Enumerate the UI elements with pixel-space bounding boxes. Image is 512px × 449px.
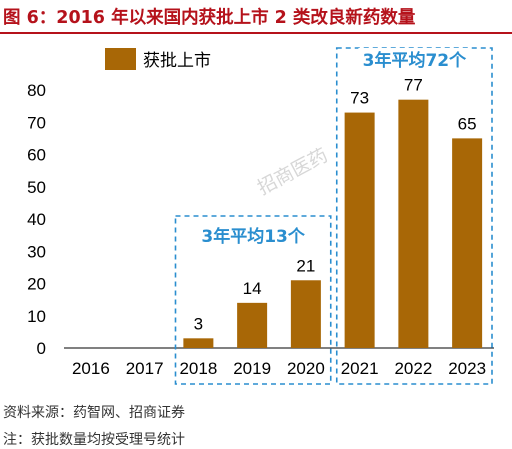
y-tick-label: 50 bbox=[27, 178, 46, 197]
y-tick-label: 10 bbox=[27, 307, 46, 326]
y-tick-label: 40 bbox=[27, 210, 46, 229]
x-tick-label: 2020 bbox=[287, 359, 325, 378]
y-tick-label: 20 bbox=[27, 275, 46, 294]
x-tick-label: 2016 bbox=[72, 359, 110, 378]
data-label: 77 bbox=[404, 76, 423, 95]
bar-chart: 招商医药 0 10 20 30 40 50 60 70 80 2016 2017 3 2018 14 201… bbox=[27, 47, 494, 385]
x-tick-label: 2017 bbox=[126, 359, 164, 378]
bar-2019 bbox=[237, 302, 268, 348]
annotation-box bbox=[174, 215, 332, 385]
data-label: 65 bbox=[458, 114, 477, 133]
annotation-label-bg bbox=[358, 48, 471, 72]
legend-swatch bbox=[105, 48, 136, 70]
legend-label: 获批上市 bbox=[143, 51, 211, 71]
annotation-box bbox=[335, 47, 493, 385]
data-label: 3 bbox=[194, 314, 203, 333]
x-tick-label: 2023 bbox=[448, 359, 486, 378]
bar-2018 bbox=[183, 338, 214, 348]
title-rule bbox=[0, 32, 512, 34]
figure-title: 图 6：2016 年以来国内获批上市 2 类改良新药数量 bbox=[3, 8, 416, 28]
footnote: 注：获批数量均按受理号统计 bbox=[3, 432, 185, 448]
y-tick-label: 80 bbox=[27, 81, 46, 100]
x-tick-label: 2019 bbox=[233, 359, 271, 378]
bar-2020 bbox=[290, 280, 321, 348]
x-tick-label: 2018 bbox=[179, 359, 217, 378]
data-label: 14 bbox=[243, 279, 262, 298]
annotation-label: 3年平均13个 bbox=[201, 226, 305, 247]
annotation-label-bg bbox=[197, 224, 310, 248]
bar-2023 bbox=[452, 138, 483, 348]
y-tick-label: 30 bbox=[27, 242, 46, 261]
annotation-label: 3年平均72个 bbox=[363, 50, 467, 71]
data-label: 73 bbox=[350, 89, 369, 108]
source-note: 资料来源：药智网、招商证券 bbox=[3, 405, 185, 421]
y-tick-label: 70 bbox=[27, 113, 46, 132]
x-tick-label: 2022 bbox=[394, 359, 432, 378]
y-tick-label: 0 bbox=[37, 339, 46, 358]
x-tick-label: 2021 bbox=[341, 359, 379, 378]
bar-2021 bbox=[344, 112, 375, 348]
data-label: 21 bbox=[296, 256, 315, 275]
y-tick-label: 60 bbox=[27, 146, 46, 165]
bar-2022 bbox=[398, 99, 429, 348]
watermark: 招商医药 bbox=[254, 144, 331, 199]
